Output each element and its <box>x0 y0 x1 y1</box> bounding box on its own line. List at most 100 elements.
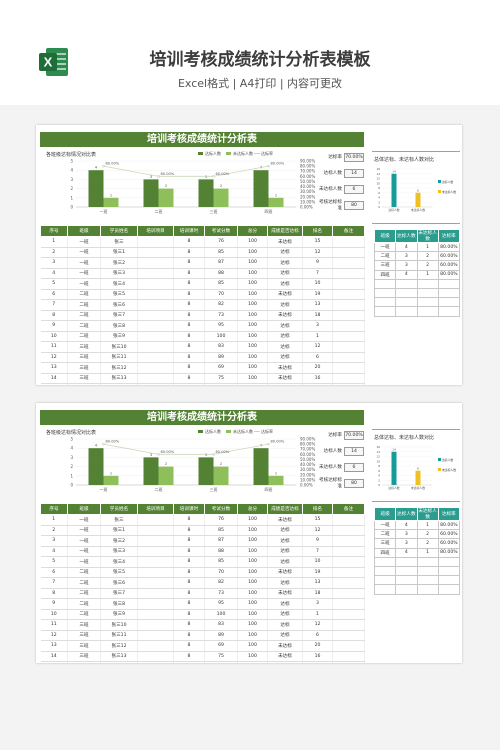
table-cell: 100 <box>237 257 268 269</box>
legend-swatch <box>438 190 441 193</box>
table-cell: 8 <box>173 588 205 599</box>
table-cell <box>137 341 174 353</box>
y-tick-label: 4 <box>378 196 380 200</box>
legend-swatch <box>226 430 231 433</box>
table-cell: 100 <box>204 331 238 342</box>
x-tick-label: 二班 <box>155 208 163 214</box>
stat-value: 70.00% <box>344 152 364 162</box>
table-cell: 9 <box>40 598 68 610</box>
table-row: 4 一班 张三3 8 88 100 达标 7 <box>40 268 365 279</box>
table-cell: 87 <box>204 257 238 269</box>
table-cell <box>137 362 174 374</box>
table-cell <box>137 331 174 342</box>
table-cell: 一班 <box>67 546 101 557</box>
table-cell <box>332 310 365 321</box>
y-tick-label: 14 <box>376 450 380 454</box>
table-cell: 二班 <box>67 299 101 311</box>
table-cell: 100 <box>237 598 268 610</box>
table-cell: 80.00% <box>437 519 461 531</box>
table-cell <box>302 661 333 663</box>
table-cell: 15 <box>40 661 68 663</box>
table-cell <box>437 306 461 317</box>
table-cell: 8 <box>173 352 205 363</box>
table-cell: 三班 <box>67 362 101 374</box>
column-header: 学员姓名 <box>100 225 138 237</box>
table-cell: 7 <box>40 577 68 589</box>
table-cell <box>332 331 365 342</box>
table-cell <box>332 383 365 385</box>
table-cell: 8 <box>173 257 205 269</box>
table-cell: 一班 <box>373 241 397 253</box>
y2-tick-label: 40.00% <box>300 184 315 189</box>
column-header: 达标人数 <box>395 507 418 521</box>
table-cell <box>267 383 303 385</box>
table-cell <box>137 567 174 578</box>
rate-point <box>102 164 105 168</box>
table-cell: 3 <box>302 598 333 610</box>
column-header: 考试分数 <box>204 503 238 515</box>
y-tick-label: 12 <box>376 177 380 181</box>
table-row: 3 一班 张三2 8 87 100 达标 9 <box>40 257 365 269</box>
table-cell: 二班 <box>67 598 101 610</box>
table-cell: 2 <box>40 525 68 536</box>
stat-row: 考核达标标准 80 <box>316 475 366 491</box>
column-header: 培训项目 <box>137 225 174 237</box>
y2-tick-label: 60.00% <box>300 452 315 457</box>
y-tick-label: 8 <box>378 186 380 190</box>
y-tick-label: 1 <box>70 473 73 478</box>
table-cell: 6 <box>302 352 333 363</box>
table-cell: 1 <box>40 236 68 248</box>
table-cell: 三班 <box>67 651 101 662</box>
x-tick-label: 三班 <box>210 486 218 492</box>
table-cell: 二班 <box>67 331 101 342</box>
table-row: 15三班张三14 8 100 <box>40 661 365 663</box>
table-cell: 87 <box>204 535 238 547</box>
table-cell: 张三12 <box>100 362 138 374</box>
table-cell: 95 <box>204 598 238 610</box>
table-row <box>373 297 461 308</box>
table-cell: 二班 <box>67 577 101 589</box>
summary-bar <box>391 173 397 207</box>
table-cell: 一班 <box>67 268 101 279</box>
table-cell: 达标 <box>267 352 303 363</box>
table-cell: 张三 <box>100 236 138 248</box>
table-cell: 张三5 <box>100 289 138 300</box>
table-cell: 69 <box>204 362 238 374</box>
table-cell: 张三10 <box>100 619 138 631</box>
table-cell: 13 <box>40 640 68 652</box>
table-cell: 10 <box>40 331 68 342</box>
legend-swatch <box>438 458 441 461</box>
table-cell: 16 <box>302 373 333 384</box>
table-cell: 1 <box>416 519 439 531</box>
x-tick-label: 未达标人数 <box>411 208 425 212</box>
table-cell: 三班 <box>67 661 101 663</box>
y-tick-label: 2 <box>378 478 380 482</box>
table-cell: 4 <box>395 519 418 531</box>
table-cell <box>332 268 365 279</box>
table-cell: 73 <box>204 588 238 599</box>
x-tick-label: 未达标人数 <box>411 486 425 490</box>
x-tick-label: 达标人数 <box>388 486 399 490</box>
table-cell: 8 <box>173 373 205 384</box>
stat-label: 考核达标标准 <box>319 478 342 489</box>
table-cell: 8 <box>173 546 205 557</box>
summary-bar <box>415 192 421 207</box>
table-cell <box>395 556 418 567</box>
y-tick-label: 6 <box>378 469 380 473</box>
table-cell <box>137 299 174 311</box>
y-tick-label: 4 <box>378 474 380 478</box>
table-cell: 三班 <box>67 619 101 631</box>
table-cell: 达标 <box>267 535 303 547</box>
table-cell: 张三12 <box>100 640 138 652</box>
table-cell: 20 <box>302 640 333 652</box>
y-tick-label: 16 <box>376 445 380 449</box>
table-cell: 15 <box>302 236 333 248</box>
table-cell: 100 <box>237 588 268 599</box>
bar-fail <box>213 188 229 207</box>
table-cell <box>332 320 365 332</box>
summary-chart-title: 总体达标、未达标人数对比 <box>374 157 435 163</box>
table-cell: 一班 <box>373 519 397 531</box>
table-cell: 8 <box>173 535 205 547</box>
table-cell: 三班 <box>373 538 397 549</box>
table-cell: 4 <box>395 241 418 253</box>
